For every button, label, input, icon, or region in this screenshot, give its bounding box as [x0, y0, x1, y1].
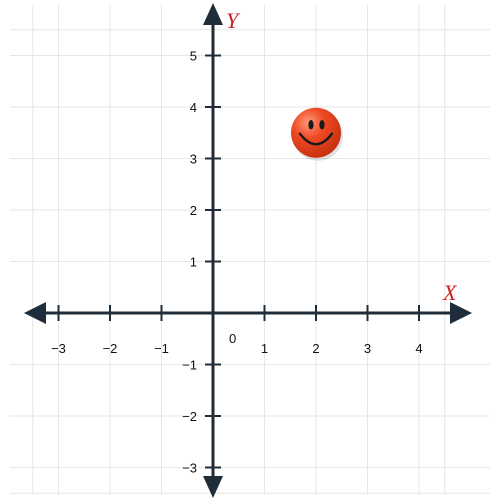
x-tick-label: 4: [415, 341, 422, 356]
smiley-face-icon: [291, 107, 343, 161]
x-tick-label: −1: [154, 341, 169, 356]
axes: [24, 3, 472, 498]
smiley-right-eye: [319, 119, 325, 130]
y-tick-label: −1: [182, 358, 197, 373]
x-axis-arrow-right: [450, 302, 472, 324]
y-tick-label: 2: [190, 203, 197, 218]
grid: [10, 5, 490, 495]
y-tick-label: −2: [182, 409, 197, 424]
y-tick-label: 3: [190, 152, 197, 167]
y-axis-arrow-up: [203, 3, 223, 25]
x-tick-label: 1: [261, 341, 268, 356]
y-tick-label: 5: [190, 49, 197, 64]
x-tick-label: −3: [51, 341, 66, 356]
y-axis-label: Y: [226, 8, 241, 33]
x-axis-label: X: [442, 280, 458, 305]
y-tick-label: 1: [190, 255, 197, 270]
smiley-left-eye: [308, 119, 314, 130]
x-tick-label: −2: [103, 341, 118, 356]
smiley-mouth: [298, 132, 334, 146]
x-axis-arrow-left: [24, 302, 46, 324]
data-points: [291, 107, 343, 161]
tick-labels: −3 −2 −1 1 2 3 4 −3 −2 −1 1 2 3 4 5: [51, 49, 423, 476]
y-axis-arrow-down: [203, 476, 223, 498]
ticks: [57, 54, 420, 469]
origin-label: 0: [229, 331, 236, 346]
x-tick-label: 2: [312, 341, 319, 356]
y-tick-label: 4: [190, 100, 197, 115]
x-tick-label: 3: [364, 341, 371, 356]
smiley-ball: [291, 107, 341, 158]
y-tick-label: −3: [182, 461, 197, 476]
